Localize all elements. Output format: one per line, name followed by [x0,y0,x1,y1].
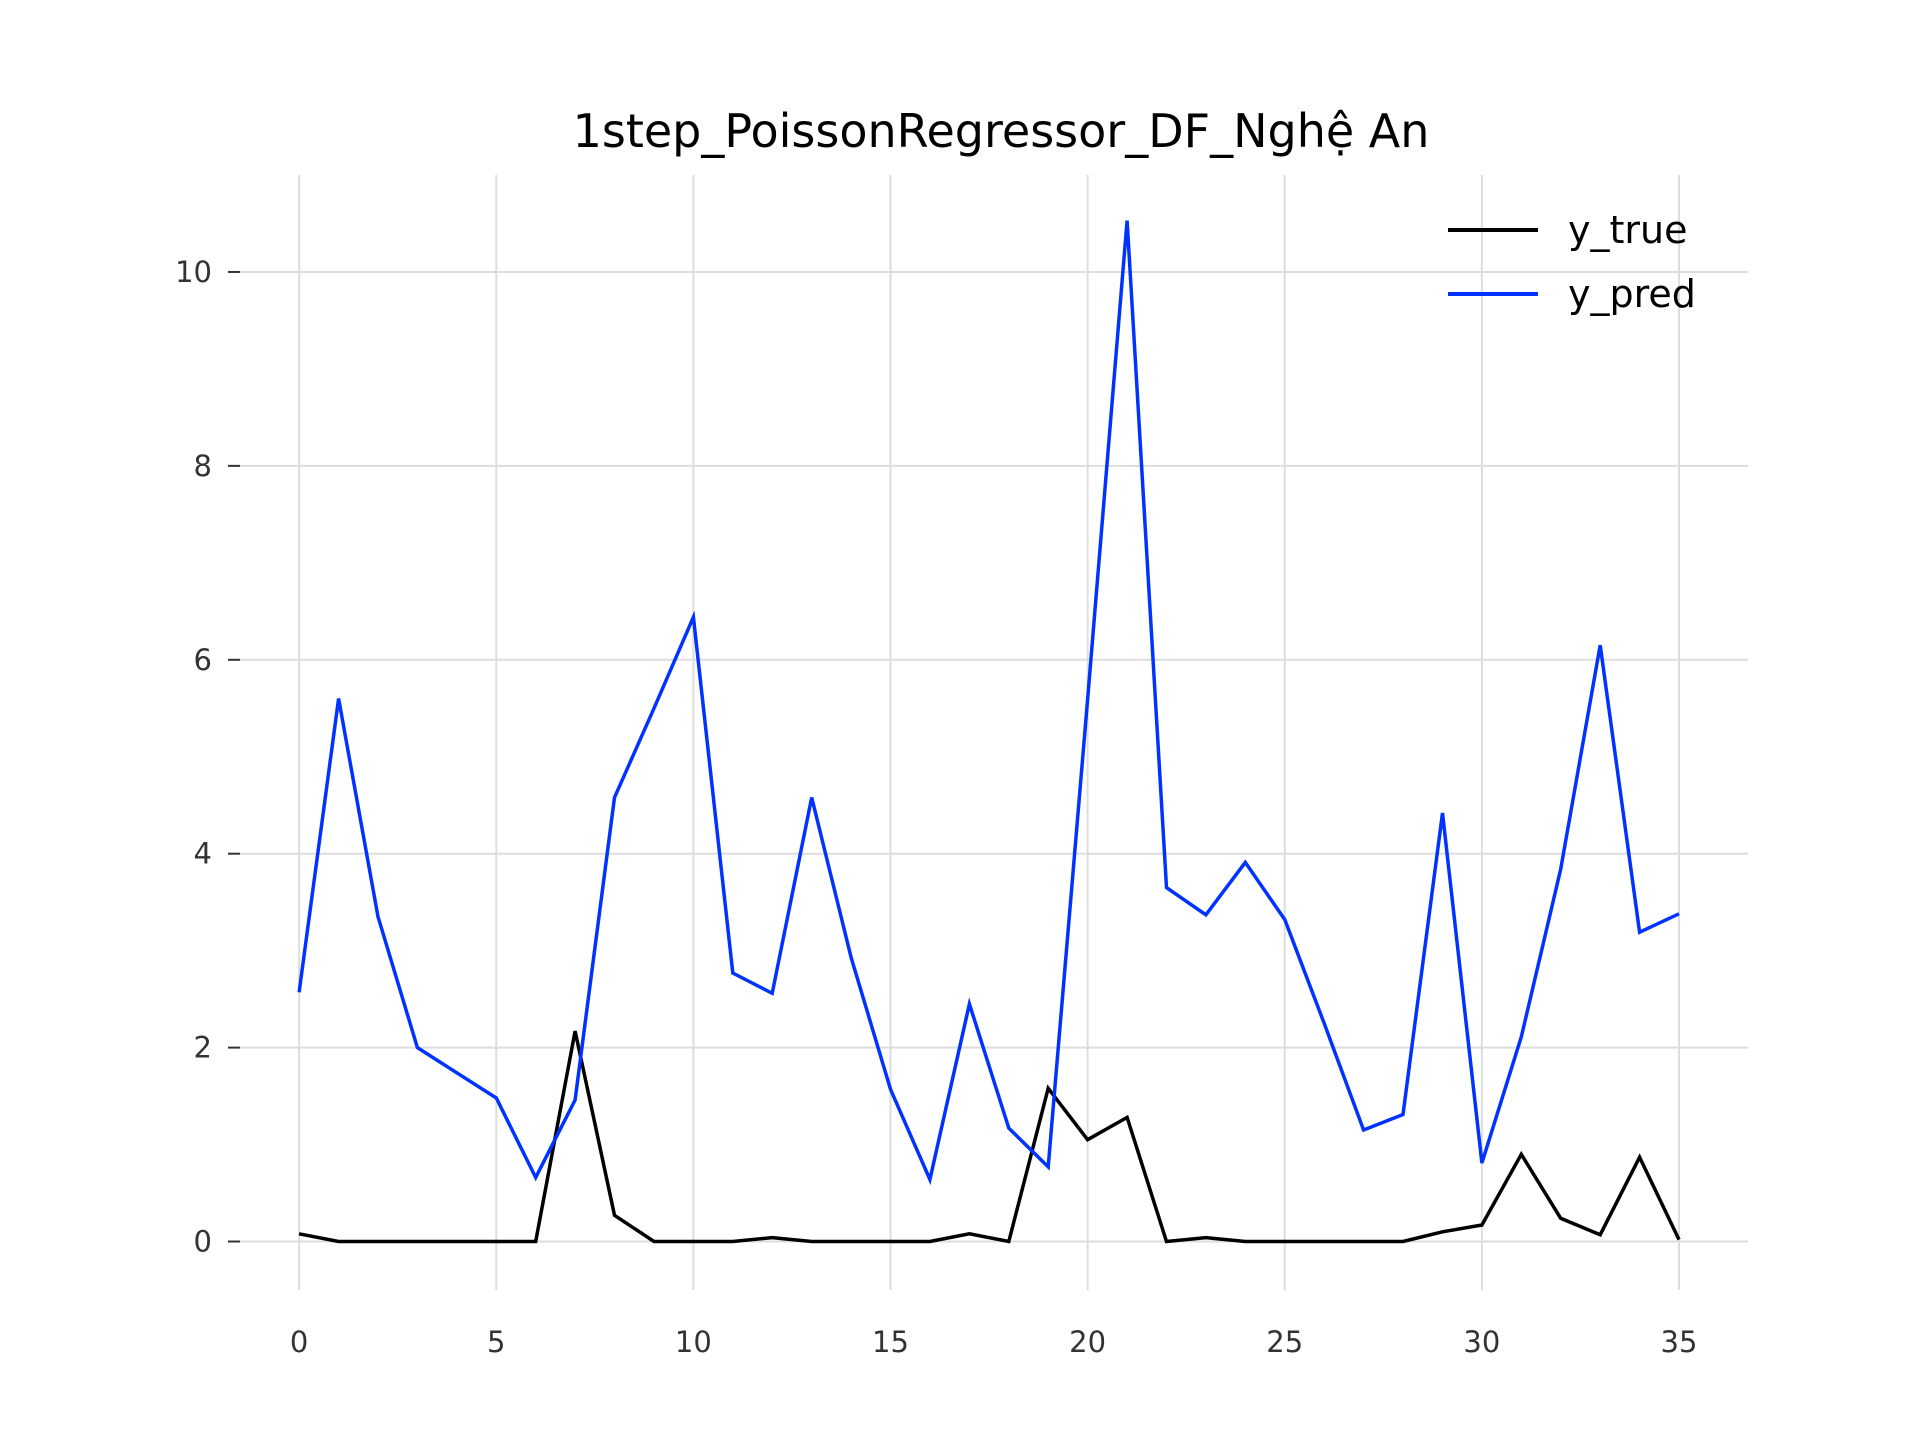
series-lines [297,220,1681,1244]
y-tick-label: 6 [194,643,212,677]
legend-label: y_pred [1568,272,1696,316]
y-tick-label: 2 [194,1031,212,1065]
chart-title: 1step_PoissonRegressor_DF_Nghệ An [573,104,1430,158]
x-tick-label: 35 [1661,1325,1698,1359]
x-tick-label: 0 [290,1325,308,1359]
x-tick-label: 10 [675,1325,712,1359]
legend: y_true y_pred [1448,208,1696,316]
axes: 0 5 10 15 20 25 30 35 0 2 4 6 8 10 [175,255,1697,1359]
x-tick-label: 30 [1463,1325,1500,1359]
series-line-y-true [298,1030,1681,1244]
y-tick-label: 10 [175,255,212,289]
x-tick-label: 25 [1266,1325,1303,1359]
y-tick-label: 4 [194,837,212,871]
x-tick-label: 5 [487,1325,505,1359]
y-tick-label: 0 [194,1225,212,1259]
x-tick-label: 20 [1069,1325,1106,1359]
y-tick-label: 8 [194,449,212,483]
legend-label: y_true [1568,208,1687,252]
x-tick-label: 15 [872,1325,909,1359]
grid-lines [240,175,1748,1290]
series-line-y-pred [297,220,1680,1186]
